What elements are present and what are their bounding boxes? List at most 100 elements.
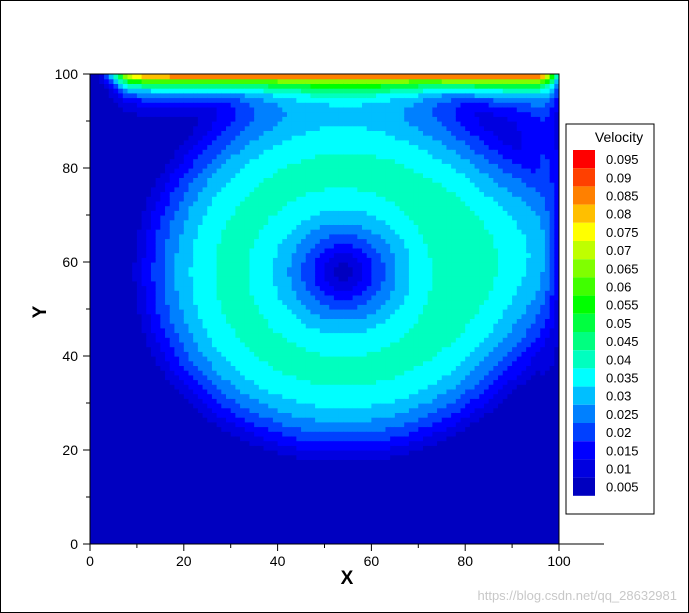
contour-cell	[108, 511, 115, 517]
contour-cell	[202, 327, 208, 334]
contour-cell	[169, 149, 176, 155]
contour-cell	[108, 290, 115, 296]
contour-cell	[193, 74, 199, 80]
contour-cell	[310, 365, 316, 371]
contour-cell	[108, 205, 115, 211]
contour-cell	[155, 74, 161, 80]
contour-cell	[291, 450, 297, 456]
contour-cell	[169, 257, 176, 263]
contour-cell	[183, 464, 190, 470]
contour-cell	[118, 144, 124, 150]
contour-cell	[240, 487, 246, 493]
contour-cell	[244, 219, 251, 225]
contour-cell	[254, 158, 260, 164]
contour-cell	[197, 497, 204, 503]
contour-cell	[183, 229, 190, 235]
contour-cell	[193, 492, 199, 498]
contour-cell	[211, 172, 218, 178]
contour-cell	[197, 534, 204, 540]
contour-cell	[99, 130, 105, 136]
contour-cell	[301, 177, 307, 183]
contour-cell	[268, 121, 274, 127]
contour-cell	[193, 186, 199, 193]
contour-cell	[141, 210, 147, 216]
contour-cell	[160, 487, 166, 493]
contour-cell	[188, 515, 194, 522]
contour-cell	[240, 426, 246, 432]
contour-cell	[146, 497, 152, 503]
contour-cell	[230, 388, 236, 395]
contour-cell	[268, 417, 274, 423]
contour-cell	[221, 417, 227, 423]
contour-cell	[282, 473, 288, 479]
contour-cell	[136, 280, 143, 287]
contour-cell	[226, 106, 232, 113]
contour-cell	[286, 304, 293, 310]
contour-cell	[221, 205, 227, 211]
contour-cell	[99, 426, 105, 432]
contour-cell	[160, 158, 166, 164]
contour-cell	[310, 356, 316, 362]
contour-cell	[207, 388, 213, 395]
contour-cell	[277, 426, 283, 432]
contour-cell	[282, 163, 288, 169]
contour-cell	[305, 74, 312, 80]
contour-cell	[254, 529, 260, 536]
contour-cell	[263, 116, 269, 122]
contour-cell	[263, 266, 269, 272]
contour-cell	[104, 346, 110, 352]
contour-cell	[113, 492, 119, 498]
contour-cell	[211, 501, 218, 507]
contour-cell	[165, 501, 171, 507]
contour-cell	[150, 219, 157, 225]
contour-cell	[244, 534, 251, 540]
contour-cell	[216, 525, 222, 531]
contour-cell	[183, 276, 190, 282]
contour-cell	[122, 139, 129, 146]
contour-cell	[197, 106, 204, 113]
contour-cell	[305, 464, 312, 470]
contour-cell	[301, 468, 307, 475]
contour-cell	[240, 266, 246, 272]
contour-cell	[99, 238, 105, 244]
contour-cell	[179, 431, 185, 437]
contour-cell	[244, 83, 251, 89]
contour-cell	[132, 243, 138, 249]
contour-cell	[296, 539, 302, 544]
contour-cell	[141, 379, 147, 385]
contour-cell	[211, 407, 218, 413]
contour-cell	[249, 97, 255, 103]
contour-cell	[249, 290, 255, 296]
contour-cell	[118, 365, 124, 371]
contour-cell	[268, 534, 274, 540]
contour-cell	[165, 74, 171, 80]
contour-cell	[90, 144, 96, 150]
contour-cell	[132, 78, 138, 84]
contour-cell	[193, 78, 199, 84]
contour-cell	[249, 351, 255, 357]
contour-cell	[155, 346, 161, 352]
contour-cell	[122, 501, 129, 507]
contour-cell	[301, 238, 307, 244]
contour-cell	[188, 125, 194, 131]
contour-cell	[127, 92, 133, 99]
contour-cell	[254, 309, 260, 315]
contour-cell	[254, 459, 260, 465]
contour-cell	[90, 529, 96, 536]
contour-cell	[118, 243, 124, 249]
contour-cell	[155, 116, 161, 122]
contour-cell	[277, 116, 283, 122]
contour-cell	[258, 520, 265, 526]
contour-cell	[258, 229, 265, 235]
contour-cell	[268, 144, 274, 150]
contour-cell	[193, 421, 199, 428]
contour-cell	[160, 88, 166, 94]
contour-cell	[188, 393, 194, 399]
contour-cell	[235, 309, 241, 315]
contour-cell	[104, 285, 110, 291]
contour-cell	[310, 313, 316, 319]
contour-cell	[310, 130, 316, 136]
contour-cell	[141, 153, 147, 160]
contour-cell	[179, 511, 185, 517]
contour-cell	[319, 435, 326, 442]
